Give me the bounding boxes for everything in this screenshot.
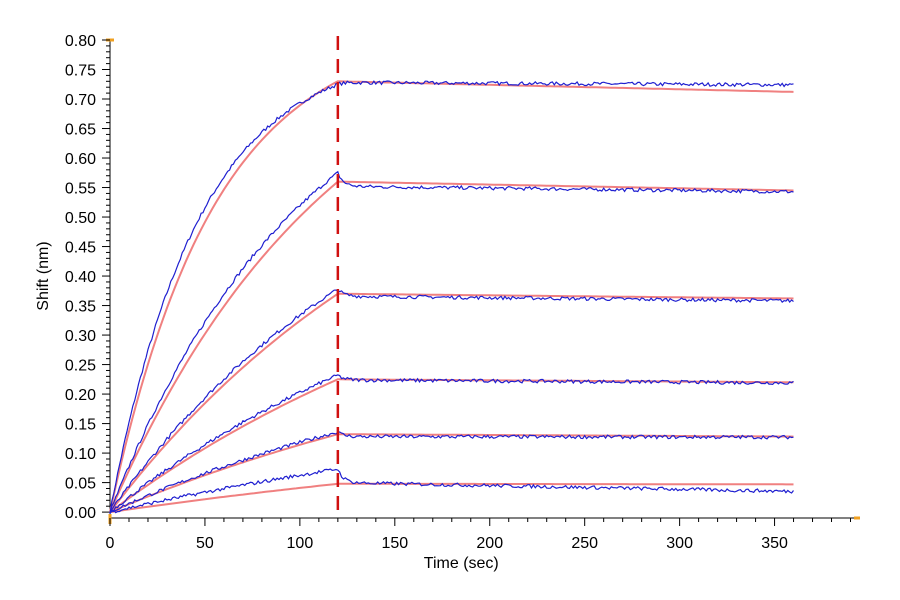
data-curves (109, 80, 794, 514)
y-tick-label: 0.25 (65, 358, 96, 375)
y-tick-label: 0.60 (65, 151, 96, 168)
fit-curve-6 (109, 482, 794, 514)
y-tick-label: 0.65 (65, 122, 96, 139)
data-curve-3 (109, 289, 794, 513)
data-curve-1 (109, 80, 794, 514)
y-axis-title: Shift (nm) (35, 241, 52, 310)
fit-curve-1 (109, 80, 794, 513)
y-tick-label: 0.70 (65, 92, 96, 109)
y-tick-label: 0.30 (65, 328, 96, 345)
x-tick-label: 150 (381, 535, 408, 552)
data-curve-6 (109, 468, 794, 514)
axes: 0 50 100 150 200 250 300 350 0.00 0.05 0.10 0.15 0.2… (65, 33, 860, 552)
x-tick-label: 200 (476, 535, 503, 552)
y-tick-label: 0.05 (65, 476, 96, 493)
y-tick-label: 0.00 (65, 505, 96, 522)
y-tick-label: 0.10 (65, 446, 96, 463)
fit-curve-5 (109, 433, 794, 514)
y-tick-label: 0.45 (65, 240, 96, 257)
fit-curve-2 (109, 180, 794, 513)
y-tick-label: 0.50 (65, 210, 96, 227)
x-tick-label: 250 (571, 535, 598, 552)
fit-curve-3 (109, 292, 794, 513)
x-tick-label: 0 (106, 535, 115, 552)
x-tick-label: 350 (761, 535, 788, 552)
y-tick-label: 0.40 (65, 269, 96, 286)
x-tick-label: 50 (196, 535, 214, 552)
data-curve-5 (109, 431, 794, 513)
data-curve-4 (109, 374, 794, 513)
y-tick-label: 0.80 (65, 33, 96, 50)
y-tick-label: 0.20 (65, 387, 96, 404)
y-tick-label: 0.15 (65, 417, 96, 434)
x-tick-label: 100 (287, 535, 314, 552)
y-tick-label: 0.55 (65, 181, 96, 198)
x-axis-title: Time (sec) (424, 555, 499, 572)
y-tick-label: 0.75 (65, 63, 96, 80)
data-curve-2 (109, 170, 794, 514)
y-tick-label: 0.35 (65, 299, 96, 316)
x-tick-label: 300 (666, 535, 693, 552)
